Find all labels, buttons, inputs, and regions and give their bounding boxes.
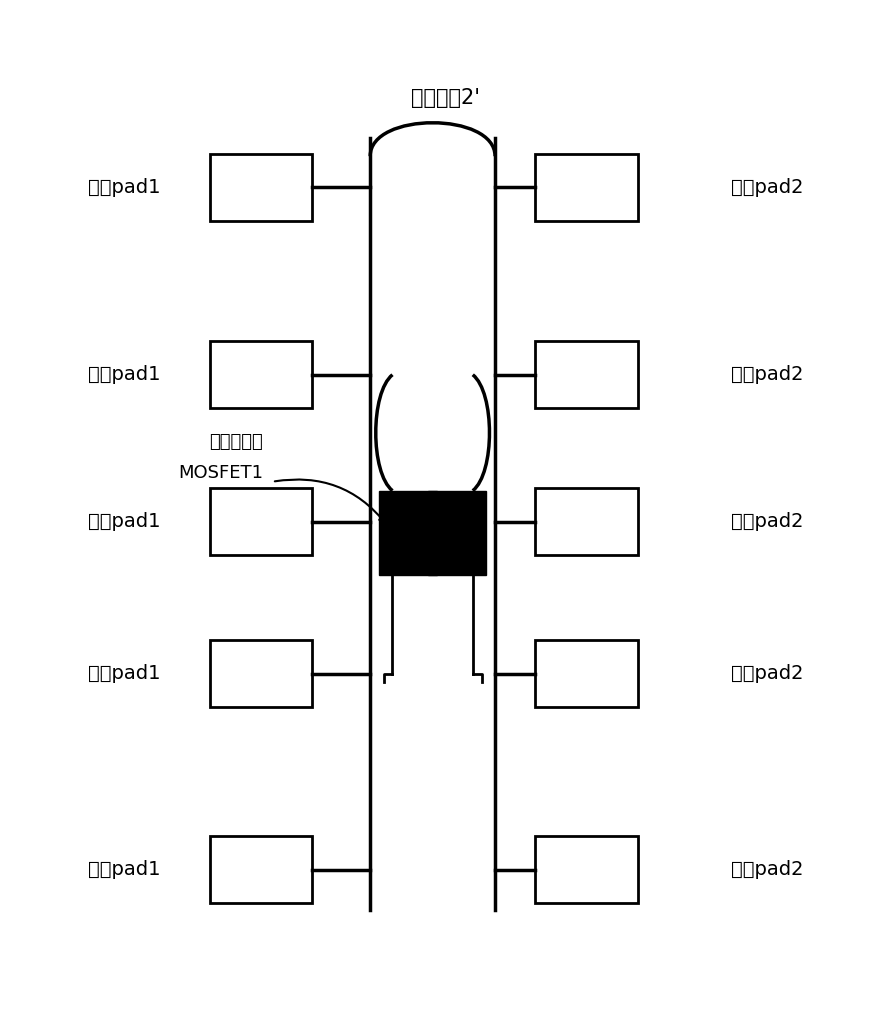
Text: 测试pad2: 测试pad2: [731, 177, 804, 197]
Text: 衬底pad1: 衬底pad1: [88, 860, 161, 879]
Text: 栅极pad1: 栅极pad1: [88, 664, 161, 683]
Text: 源极pad2: 源极pad2: [731, 512, 804, 531]
Bar: [210, 836, 312, 903]
Bar: [379, 490, 437, 576]
Bar: [210, 154, 312, 221]
Text: 金属引线2': 金属引线2': [411, 88, 481, 108]
Bar: [535, 488, 638, 555]
Bar: [210, 342, 312, 408]
Text: 衬底pad2: 衬底pad2: [731, 860, 804, 879]
Bar: [535, 342, 638, 408]
Text: 测试pad1: 测试pad1: [88, 177, 161, 197]
Text: 栅极pad2: 栅极pad2: [731, 664, 804, 683]
Bar: [535, 640, 638, 707]
Text: 源极pad1: 源极pad1: [88, 512, 161, 531]
Text: 被测试器件: 被测试器件: [210, 433, 263, 450]
Bar: [535, 154, 638, 221]
Bar: [428, 490, 486, 576]
Bar: [210, 488, 312, 555]
Text: 漏极pad1: 漏极pad1: [88, 365, 161, 385]
Bar: [210, 640, 312, 707]
Bar: [535, 836, 638, 903]
Text: 漏极pad2: 漏极pad2: [731, 365, 804, 385]
Text: MOSFET1: MOSFET1: [178, 464, 263, 482]
